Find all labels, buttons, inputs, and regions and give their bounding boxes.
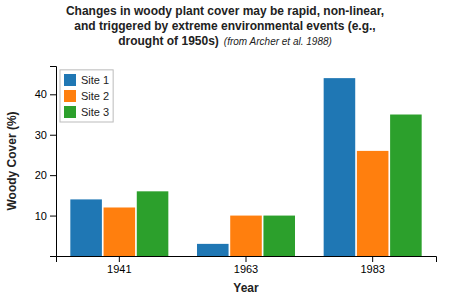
legend-label: Site 1 (81, 74, 109, 86)
tick-label: 1983 (360, 263, 384, 275)
tick-label: 20 (35, 169, 47, 181)
tick: 20 (35, 169, 56, 181)
tick: 1941 (107, 256, 131, 275)
bar (324, 78, 356, 256)
legend-box (60, 70, 113, 122)
annotation: (from Archer et al. 1988) (224, 36, 332, 47)
tick: 40 (35, 88, 56, 100)
x-axis: 1941 1963 1983 (57, 256, 437, 275)
bar (104, 207, 136, 256)
legend-item: Site 1 (64, 74, 109, 86)
tick: 1963 (234, 256, 258, 275)
tick-label: 1963 (234, 263, 258, 275)
title: drought of 1950s) (118, 34, 219, 48)
tick-mark (50, 135, 56, 136)
legend: Site 1 Site 2 Site 3 (60, 70, 113, 122)
x-axis-label: Year (233, 281, 259, 295)
legend-item: Site 2 (64, 90, 109, 102)
tick-mark (119, 256, 120, 262)
tick-mark (246, 256, 247, 262)
tick: 10 (35, 210, 56, 222)
series (104, 151, 389, 256)
bar (137, 191, 169, 256)
y-axis-label: Woody Cover (%) (5, 111, 19, 210)
axis-line (50, 67, 57, 257)
tick-mark (50, 94, 56, 95)
bar (263, 216, 295, 256)
bar (230, 216, 262, 256)
tick-label: 1941 (107, 263, 131, 275)
legend-swatch (64, 74, 76, 86)
tick-label: 30 (35, 129, 47, 141)
tick-mark (50, 175, 56, 176)
bar (357, 151, 389, 256)
legend-label: Site 2 (81, 90, 109, 102)
bar (70, 199, 102, 256)
y-axis: 10 20 30 40 (35, 67, 57, 257)
bar (197, 244, 229, 256)
tick-mark (50, 216, 56, 217)
axis-line (57, 257, 437, 263)
title: and triggered by extreme environmental e… (74, 19, 375, 33)
chart: Changes in woody plant cover may be rapi… (0, 0, 450, 300)
tick-mark (372, 256, 373, 262)
tick-label: 40 (35, 88, 47, 100)
tick: 1983 (360, 256, 384, 275)
title: Changes in woody plant cover may be rapi… (66, 4, 384, 18)
legend-label: Site 3 (81, 106, 109, 118)
legend-swatch (64, 106, 76, 118)
bar (390, 115, 422, 256)
series (137, 115, 422, 256)
bars (70, 78, 421, 256)
plot: 1941 1963 1983 10 20 30 40 Site 1 Site 2 Site 3 (35, 67, 437, 275)
legend-item: Site 3 (64, 106, 109, 118)
tick-label: 10 (35, 210, 47, 222)
legend-swatch (64, 90, 76, 102)
tick: 30 (35, 129, 56, 141)
